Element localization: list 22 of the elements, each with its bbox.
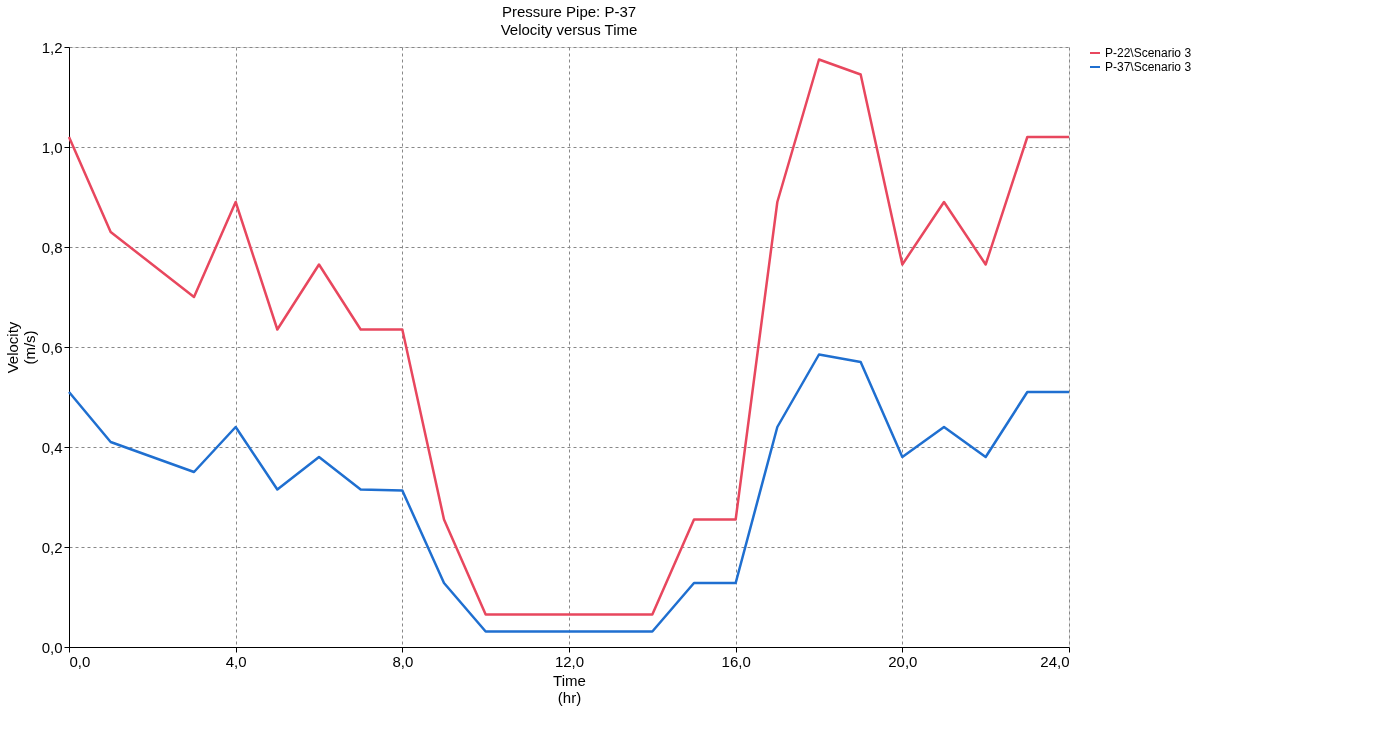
x-tick-label: 16,0 (721, 652, 751, 670)
y-tick-label: 0,2 (41, 538, 63, 556)
x-tick-label: 8,0 (392, 652, 414, 670)
x-tick-label: 12,0 (554, 652, 585, 670)
x-tick-label: 24,0 (1040, 652, 1070, 670)
chart-subtitle: Velocity versus Time (500, 21, 638, 38)
y-tick-label: 1,2 (41, 38, 63, 56)
x-tick-label: 4,0 (225, 652, 247, 670)
y-tick-label: 1,0 (41, 138, 63, 156)
y-axis-title: Velocity (m/s) (3, 321, 38, 374)
legend-label: P-37\Scenario 3 (1105, 60, 1192, 74)
x-tick-label: 0,0 (69, 652, 91, 670)
line-series (67, 58, 1071, 616)
line-series (67, 353, 1071, 633)
x-axis-title: Time (hr) (553, 671, 586, 706)
y-tick-label: 0,4 (41, 438, 63, 456)
x-tick-label: 20,0 (888, 652, 918, 670)
y-tick-label: 0,6 (41, 338, 63, 356)
y-tick-label: 0,0 (41, 638, 63, 656)
legend-label: P-22\Scenario 3 (1105, 46, 1192, 60)
y-tick-label: 0,8 (41, 238, 63, 256)
chart-title: Pressure Pipe: P-37 (501, 3, 637, 20)
